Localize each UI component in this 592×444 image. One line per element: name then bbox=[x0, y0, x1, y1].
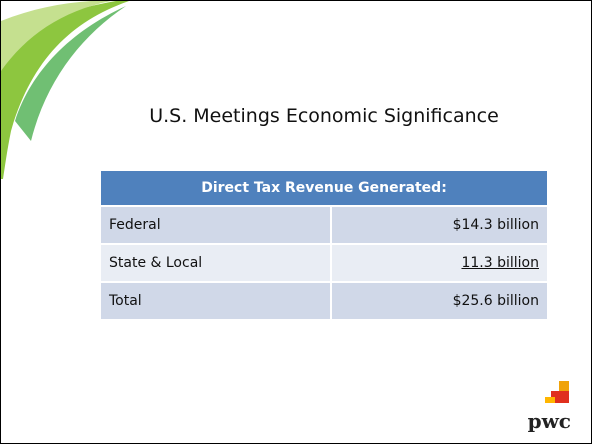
row-value-cell: 11.3 billion bbox=[330, 243, 547, 282]
row-value: $14.3 billion bbox=[330, 205, 547, 244]
row-label: State & Local bbox=[101, 243, 332, 282]
title: U.S. Meetings Economic Significance bbox=[149, 105, 499, 127]
row-value: 11.3 billion bbox=[461, 255, 539, 271]
table-header: Direct Tax Revenue Generated: bbox=[101, 171, 547, 206]
logo-mark bbox=[545, 381, 569, 403]
decoration bbox=[1, 1, 129, 179]
logo: pwc bbox=[527, 409, 571, 433]
row-value: $25.6 billion bbox=[330, 281, 547, 319]
row-label: Total bbox=[101, 281, 332, 319]
row-label: Federal bbox=[101, 205, 332, 244]
revenue-table: Direct Tax Revenue Generated: Federal $14… bbox=[101, 171, 547, 319]
